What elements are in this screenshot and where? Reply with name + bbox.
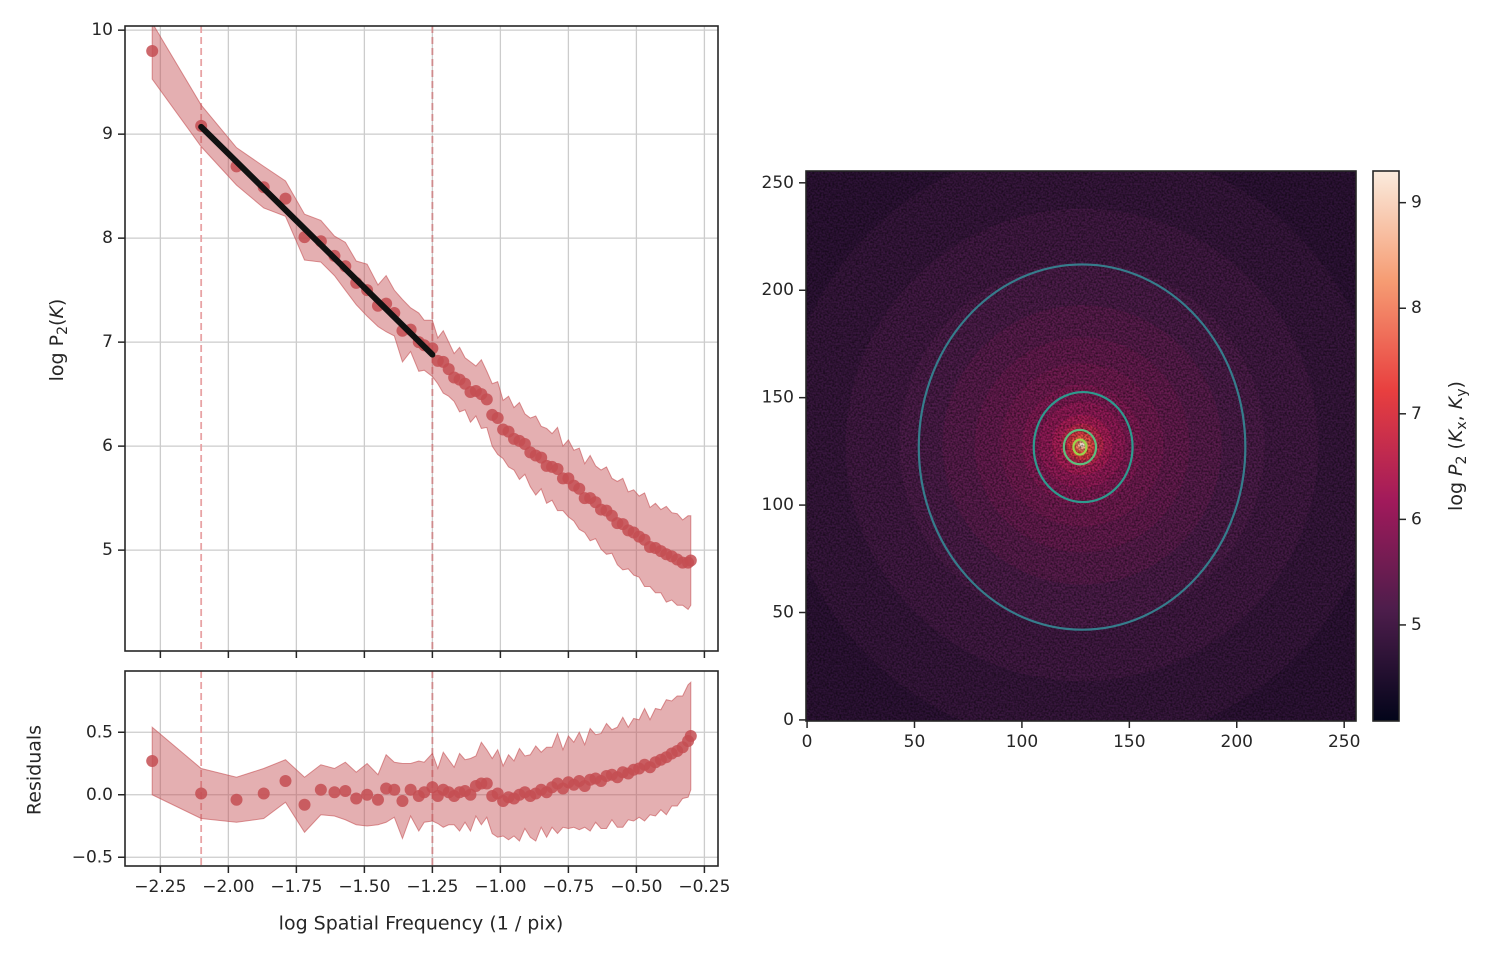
data-point [684,730,697,742]
x-tick-label: 100 [1006,732,1038,752]
y-axis-label: Residuals [24,725,46,815]
y-tick-label: 7 [102,332,113,352]
data-point [314,783,327,796]
data-point [230,793,243,806]
y-tick-label: 8 [102,228,113,248]
colorbar-tick-label: 9 [1411,193,1422,213]
data-point [573,482,586,495]
y-tick-label: 100 [762,495,794,515]
y-tick-label: 0.5 [86,722,113,742]
x-tick-label: −0.50 [610,877,662,897]
y-tick-label: 200 [762,280,794,300]
data-point [491,412,504,425]
data-point [298,798,311,811]
x-tick-label: −2.00 [202,877,254,897]
x-tick-label: −2.25 [134,877,186,897]
data-point [404,783,417,796]
data-point [426,781,439,794]
colorbar-tick-label: 6 [1411,509,1422,529]
contour [1062,428,1098,466]
x-tick-label: 0 [802,732,813,752]
colorbar-tick-label: 8 [1411,298,1422,318]
y-tick-label: 150 [762,388,794,408]
data-point [480,777,493,790]
x-tick-label: −1.75 [270,877,322,897]
label-subscript: y [1454,388,1470,396]
y-tick-label: −0.5 [72,847,113,867]
data-point [684,554,697,567]
x-axis-label: log Spatial Frequency (1 / pix) [279,913,564,935]
label-subscript: 2 [1454,456,1470,465]
noise-texture [806,171,1356,721]
data-point [464,788,477,801]
label-part: K [1445,428,1467,442]
data-point [279,192,292,205]
x-tick-label: 250 [1328,732,1360,752]
colorbar-tick-label: 7 [1411,404,1422,424]
label-part: ( [1445,442,1467,455]
label-subscript: x [1454,421,1470,429]
axes: −2.25 −2.00 −1.75 −1.50 −1.25 −1.00 −0.75 −0.50… [72,671,730,897]
data-point [328,786,341,799]
colorbar [1373,171,1399,721]
data-point [551,463,564,476]
x-tick-label: 50 [904,732,926,752]
axes-frame [124,670,719,867]
data-point [396,795,409,807]
x-tick-label: −1.50 [338,877,390,897]
contour [917,263,1247,631]
axes-frame [124,25,719,652]
x-tick-label: −1.00 [474,877,526,897]
label-part: ( [46,319,68,326]
label-part: K [1445,395,1467,409]
label-part: log [1445,476,1467,511]
label-part: P [1445,464,1467,476]
contour [1072,438,1088,456]
data-point [195,787,208,800]
data-point [146,44,159,57]
data-point [371,793,384,806]
axes: 0 50 100 150 200 250 0 50 100 150 200 250 [762,173,1361,752]
fit-line [198,123,436,358]
data-point [350,792,363,805]
x-tick-label: 200 [1221,732,1253,752]
x-tick-label: −0.25 [678,877,730,897]
y-tick-label: 50 [772,603,794,623]
y-tick-label: 5 [102,540,113,560]
label-part: ) [46,299,68,306]
x-tick-label: −0.75 [542,877,594,897]
plot-area [146,26,697,651]
label-part: , [1445,409,1467,421]
colorbar-label: log P2 (Kx, Ky) [1445,381,1471,511]
contour [1032,390,1134,504]
label-part: K [46,305,68,319]
data-point [146,755,159,767]
y-tick-label: 6 [102,436,113,456]
colorbar-tick-label: 5 [1411,615,1422,635]
y-tick-label: 10 [91,20,113,40]
data-point [279,775,292,787]
data-point [480,393,493,406]
axes-frame [805,170,1357,722]
y-tick-label: 0.0 [86,785,113,805]
label-part: log P [46,335,68,381]
data-point [257,787,270,800]
data-point [361,788,374,801]
error-band [151,681,692,842]
plot-area [146,671,697,866]
y-tick-label: 9 [102,124,113,144]
data-point [339,785,352,797]
axes-frame [1372,170,1400,722]
y-axis-label: log P2(K) [46,299,72,382]
data-point [388,783,401,796]
label-subscript: 2 [55,326,71,335]
label-part: ) [1445,381,1467,388]
plot-area [806,171,1356,721]
x-tick-label: 150 [1113,732,1145,752]
y-tick-label: 250 [762,173,794,193]
x-tick-label: −1.25 [406,877,458,897]
y-tick-label: 0 [783,710,794,730]
